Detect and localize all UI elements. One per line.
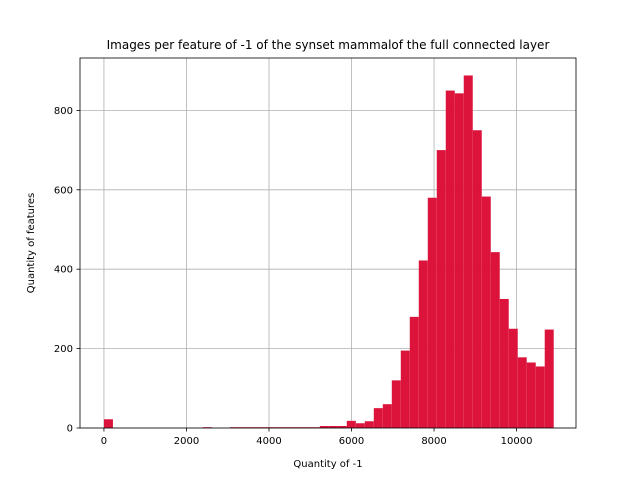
histogram-bar	[418, 260, 428, 428]
y-tick-label: 0	[67, 424, 73, 435]
plot-frame	[79, 57, 577, 429]
histogram-bar	[508, 328, 518, 428]
histogram-bar	[382, 404, 392, 428]
y-tick-label: 400	[54, 265, 73, 276]
chart-title: Images per feature of -1 of the synset m…	[107, 38, 550, 52]
histogram-bar	[517, 357, 527, 428]
histogram-bar	[364, 421, 374, 428]
bars	[103, 75, 554, 429]
x-tick-label: 0	[101, 436, 107, 447]
x-axis-ticks: 0 2000 4000 6000 8000 10000	[101, 428, 533, 447]
histogram-bar	[337, 426, 347, 428]
x-tick-label: 8000	[421, 436, 446, 447]
histogram-bar	[103, 419, 113, 428]
histogram-bar	[535, 366, 545, 428]
histogram-bar	[481, 196, 491, 428]
histogram-bar	[454, 93, 464, 429]
y-axis-ticks: 0 200 400 600 800	[54, 106, 80, 435]
histogram-bar	[445, 90, 455, 428]
y-tick-label: 800	[54, 106, 73, 117]
histogram-bar	[499, 298, 509, 428]
histogram-bar	[391, 380, 401, 428]
histogram-bar	[526, 362, 536, 428]
histogram-bar	[373, 408, 383, 428]
histogram-bar	[409, 316, 419, 428]
histogram-bar	[544, 329, 554, 428]
histogram-bar	[355, 423, 365, 428]
y-tick-label: 200	[54, 344, 73, 355]
histogram-bar	[427, 197, 437, 428]
histogram-bar	[436, 150, 446, 428]
x-tick-label: 10000	[501, 436, 533, 447]
histogram-bar	[328, 426, 338, 428]
histogram-bar	[472, 130, 482, 428]
y-axis-label: Quantity of features	[26, 193, 37, 294]
x-axis-label: Quantity of -1	[293, 459, 362, 470]
histogram-bar	[490, 252, 500, 428]
histogram-bar	[319, 426, 329, 428]
x-tick-label: 4000	[256, 436, 281, 447]
histogram-bar	[463, 75, 473, 429]
x-tick-label: 2000	[174, 436, 199, 447]
histogram-bar	[400, 350, 410, 428]
histogram-bar	[346, 420, 356, 428]
grid	[80, 58, 576, 429]
x-tick-label: 6000	[339, 436, 364, 447]
y-tick-label: 600	[54, 185, 73, 196]
